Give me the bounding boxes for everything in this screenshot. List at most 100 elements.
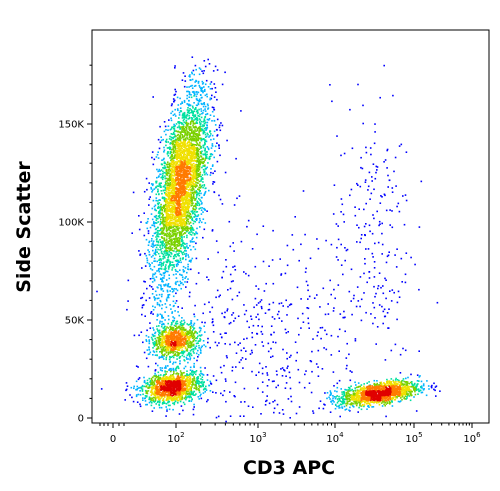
data-point (181, 307, 183, 309)
data-point (186, 138, 189, 140)
data-point (183, 224, 186, 227)
data-point (199, 183, 201, 186)
data-point (383, 401, 385, 403)
data-point (377, 384, 379, 386)
data-point (186, 115, 188, 117)
data-point (132, 400, 135, 403)
data-point (372, 322, 374, 325)
data-point (175, 323, 177, 325)
data-point (168, 223, 171, 226)
data-point (376, 166, 379, 168)
data-point (191, 238, 193, 241)
data-point (148, 353, 151, 355)
data-point (162, 189, 165, 192)
data-point (185, 116, 187, 119)
data-point (180, 261, 182, 264)
data-point (161, 197, 164, 199)
data-point (212, 70, 215, 72)
data-point (206, 151, 208, 153)
data-point (356, 182, 358, 185)
data-point (176, 228, 178, 231)
data-point (143, 212, 145, 214)
data-point (158, 398, 160, 400)
data-point (191, 378, 194, 380)
data-point (418, 380, 420, 382)
data-point (386, 401, 388, 403)
data-point (372, 406, 375, 408)
data-point (203, 90, 206, 92)
data-point (393, 291, 395, 294)
data-point (342, 395, 344, 398)
data-point (186, 348, 189, 350)
data-point (182, 127, 185, 130)
data-point (181, 282, 183, 284)
data-point (338, 379, 341, 382)
data-point (154, 390, 157, 393)
data-point (413, 384, 415, 387)
data-point (175, 250, 177, 253)
data-point (200, 178, 203, 180)
data-point (191, 192, 194, 195)
data-point (422, 389, 425, 391)
data-point (406, 383, 408, 386)
data-point (179, 232, 182, 234)
data-point (195, 215, 197, 217)
data-point (195, 95, 198, 98)
data-point (170, 151, 173, 153)
data-point (192, 207, 194, 210)
data-point (179, 222, 182, 224)
data-point (186, 228, 188, 231)
data-point (206, 153, 208, 156)
data-point (158, 406, 161, 409)
data-point (153, 273, 156, 276)
data-point (185, 207, 187, 209)
data-point (168, 207, 170, 209)
data-point (168, 189, 171, 192)
data-point (190, 234, 193, 236)
data-point (167, 129, 169, 131)
data-point (185, 392, 188, 395)
data-point (195, 190, 198, 192)
data-point (189, 366, 192, 369)
data-point (218, 342, 220, 344)
data-point (334, 297, 336, 300)
data-point (188, 131, 190, 134)
data-point (224, 311, 226, 314)
data-point (175, 135, 177, 137)
data-point (214, 341, 217, 344)
data-point (173, 288, 176, 290)
data-point (165, 249, 168, 252)
data-point (289, 376, 291, 379)
data-point (158, 377, 160, 379)
data-point (163, 221, 166, 223)
data-point (178, 131, 181, 133)
data-point (185, 128, 188, 130)
data-point (397, 202, 400, 205)
data-point (405, 387, 407, 390)
data-point (187, 379, 189, 382)
data-point (179, 355, 182, 358)
data-point (261, 341, 263, 343)
data-point (170, 119, 173, 122)
data-point (304, 373, 306, 376)
data-point (164, 267, 167, 269)
data-point (178, 252, 180, 255)
data-point (164, 162, 167, 164)
data-point (204, 110, 207, 112)
data-point (175, 397, 178, 400)
data-point (169, 195, 172, 198)
data-point (189, 332, 192, 334)
data-point (189, 350, 192, 352)
data-point (172, 143, 175, 145)
data-point (161, 377, 163, 379)
data-point (190, 181, 192, 184)
data-point (194, 180, 197, 183)
data-point (194, 156, 197, 158)
data-point (376, 169, 378, 171)
data-point (152, 163, 155, 166)
data-point (166, 326, 168, 328)
data-point (168, 138, 171, 140)
data-point (418, 376, 421, 378)
data-point (151, 384, 154, 386)
data-point (152, 376, 154, 379)
